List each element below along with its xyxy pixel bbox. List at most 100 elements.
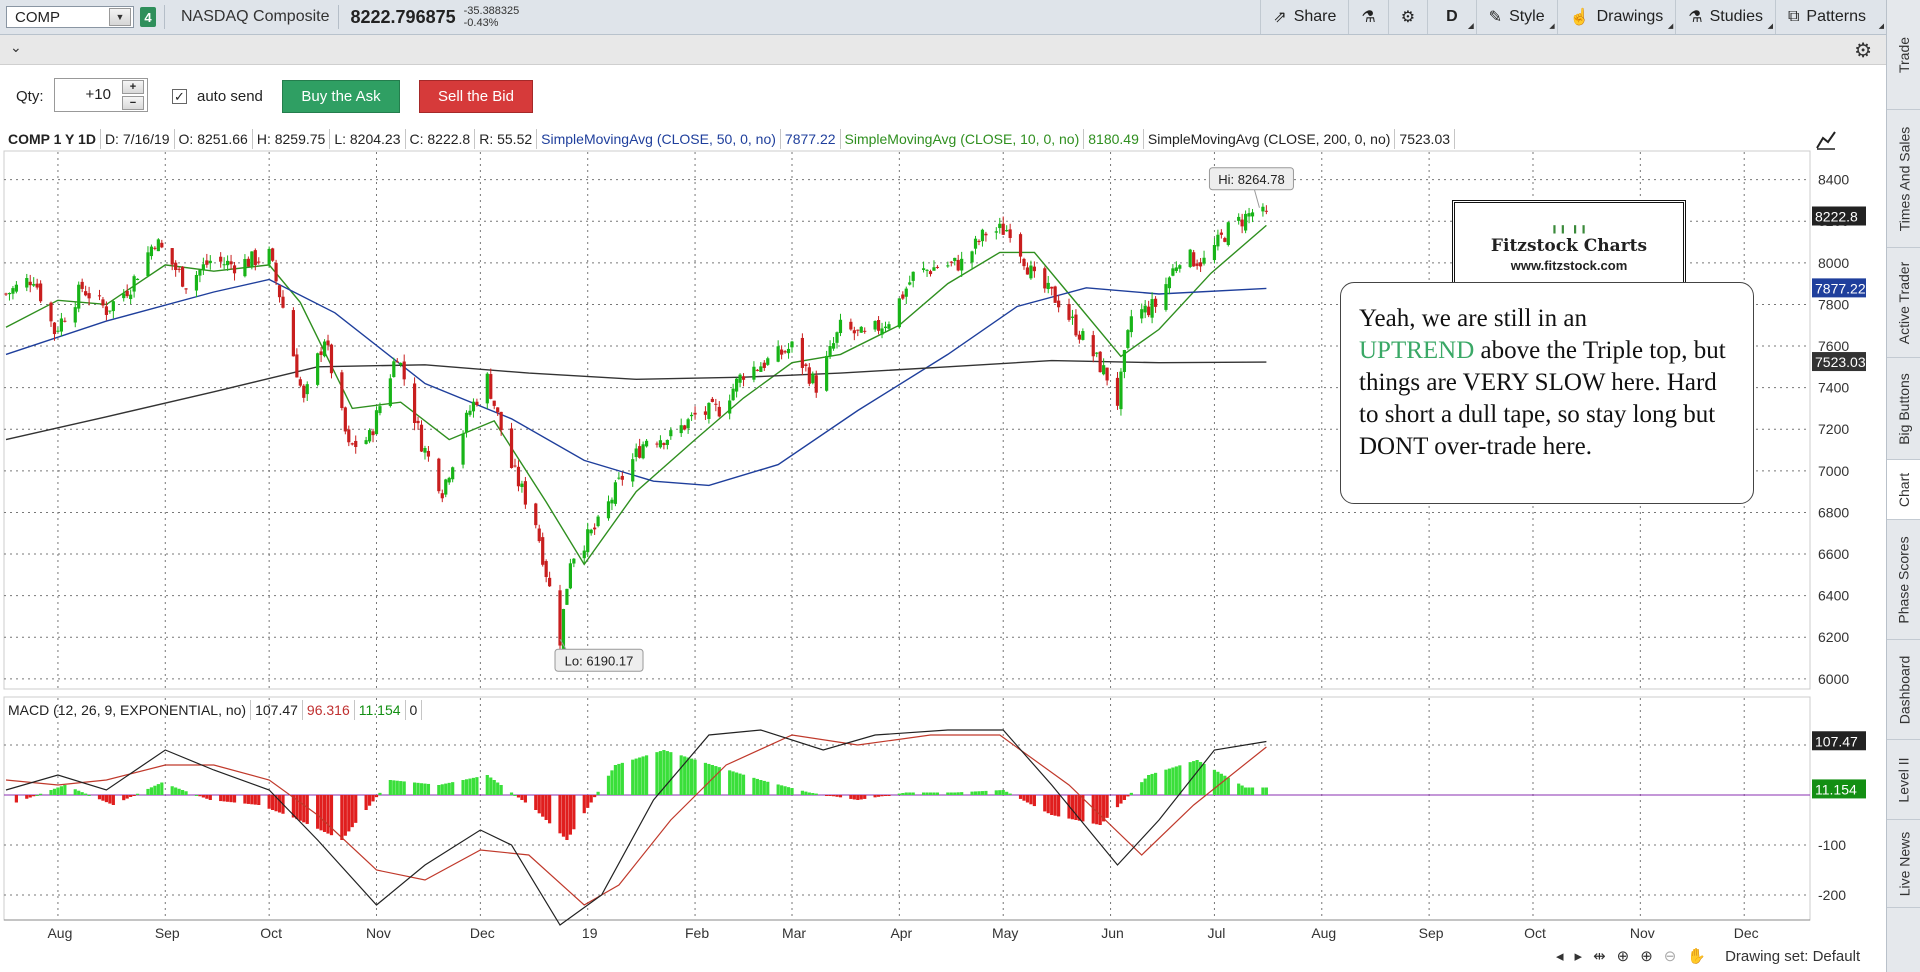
zoom-in-icon[interactable]: ⊕ bbox=[1640, 948, 1653, 965]
candle-body bbox=[277, 285, 282, 298]
candle-body bbox=[135, 278, 140, 281]
candle-body bbox=[201, 264, 205, 271]
macd-histogram-bar bbox=[1005, 791, 1009, 795]
candle-body bbox=[257, 261, 261, 263]
sell-bid-button[interactable]: Sell the Bid bbox=[419, 80, 533, 113]
candle-body bbox=[1188, 249, 1192, 267]
link-group-badge[interactable]: 4 bbox=[140, 7, 156, 27]
candle-body bbox=[863, 330, 867, 332]
studies-button[interactable]: ⚗ Studies ◢ bbox=[1675, 0, 1775, 34]
buy-ask-button[interactable]: Buy the Ask bbox=[282, 80, 400, 113]
sma-line bbox=[5, 359, 1267, 441]
auto-send-toggle[interactable]: ✓ auto send bbox=[172, 88, 263, 105]
candle-body bbox=[828, 346, 832, 356]
tab-level-ii[interactable]: Level II bbox=[1887, 740, 1920, 820]
macd-histogram-bar bbox=[257, 795, 261, 805]
minus-icon[interactable]: − bbox=[122, 96, 144, 110]
price-badge-label: 7523.03 bbox=[1815, 354, 1866, 370]
candle-body bbox=[447, 477, 451, 483]
chevron-down-icon[interactable]: ▼ bbox=[109, 8, 131, 26]
candle-body bbox=[1164, 284, 1168, 310]
candle-body bbox=[1091, 335, 1095, 357]
candle-body bbox=[347, 429, 351, 443]
sma50-label[interactable]: SimpleMovingAvg (CLOSE, 50, 0, no) bbox=[537, 129, 781, 149]
crosshair-icon[interactable]: ⊕ bbox=[1616, 948, 1630, 965]
axis-badges: 8222.8 7877.22 7523.03 107.47 11.154 bbox=[1812, 206, 1866, 799]
macd-histogram-bar bbox=[1174, 766, 1178, 795]
patterns-button[interactable]: ⧉ Patterns ◢ bbox=[1774, 0, 1886, 34]
logo-url: www.fitzstock.com bbox=[1510, 258, 1628, 273]
candle-body bbox=[322, 341, 327, 357]
checkbox-checked-icon[interactable]: ✓ bbox=[172, 89, 187, 104]
macd-histogram-bar bbox=[180, 790, 185, 795]
drawing-set-label[interactable]: Drawing set: Default bbox=[1725, 947, 1861, 965]
macd-histogram-bar bbox=[752, 777, 756, 795]
macd-histogram-bar bbox=[132, 795, 136, 796]
tab-times-and-sales[interactable]: Times And Sales bbox=[1887, 110, 1920, 248]
candle-body bbox=[759, 366, 763, 372]
macd-histogram-bar bbox=[613, 765, 618, 795]
y-tick-label: 7800 bbox=[1818, 296, 1849, 312]
macd-histogram-bar bbox=[956, 792, 960, 795]
tab-big-buttons[interactable]: Big Buttons bbox=[1887, 358, 1920, 460]
candle-body bbox=[755, 369, 759, 371]
y-tick-label: 7400 bbox=[1818, 380, 1849, 396]
macd-badge-label: 107.47 bbox=[1815, 733, 1858, 749]
scroll-left-icon[interactable]: ◂ bbox=[1556, 948, 1564, 965]
candle-body bbox=[620, 475, 624, 480]
qty-stepper[interactable]: + − bbox=[122, 80, 144, 110]
y-tick-label: 8000 bbox=[1818, 255, 1849, 271]
scroll-right-icon[interactable]: ▸ bbox=[1574, 948, 1583, 965]
tab-active-trader[interactable]: Active Trader bbox=[1887, 248, 1920, 358]
macd-histogram-bar bbox=[946, 792, 950, 795]
drawings-button[interactable]: ☝ Drawings ◢ bbox=[1556, 0, 1676, 34]
macd-histogram-bar bbox=[811, 793, 815, 795]
macd-histogram-bar bbox=[1261, 787, 1265, 795]
candle-body bbox=[731, 388, 735, 401]
tab-phase-scores[interactable]: Phase Scores bbox=[1887, 520, 1920, 640]
sma10-label[interactable]: SimpleMovingAvg (CLOSE, 10, 0, no) bbox=[841, 129, 1085, 149]
share-icon: ⇗ bbox=[1273, 9, 1287, 26]
gear-icon[interactable]: ⚙ bbox=[1854, 40, 1872, 62]
zoom-out-icon[interactable]: ⊖ bbox=[1663, 948, 1677, 965]
pan-hand-icon[interactable]: ✋ bbox=[1687, 948, 1707, 965]
tab-trade[interactable]: Trade bbox=[1887, 0, 1920, 110]
macd-histogram-bar bbox=[1192, 761, 1196, 795]
macd-histogram-bar bbox=[1029, 795, 1033, 805]
tab-dashboard[interactable]: Dashboard bbox=[1887, 640, 1920, 740]
candle-body bbox=[776, 346, 780, 362]
candle-body bbox=[305, 384, 309, 395]
candle-body bbox=[1032, 266, 1036, 272]
tab-label: Trade bbox=[1896, 36, 1912, 73]
macd-label[interactable]: MACD (12, 26, 9, EXPONENTIAL, no) bbox=[4, 700, 252, 720]
plus-icon[interactable]: + bbox=[122, 80, 144, 94]
candle-body bbox=[302, 385, 306, 398]
candle-body bbox=[371, 431, 375, 436]
settings-button[interactable]: ⚙ bbox=[1387, 0, 1427, 34]
drawing-tool-icon[interactable] bbox=[1815, 130, 1837, 150]
candle-body bbox=[350, 443, 354, 445]
macd-histogram-bar bbox=[28, 795, 32, 798]
chart-annotation[interactable]: Yeah, we are still in an UPTREND above t… bbox=[1340, 282, 1754, 504]
macd-histogram-bar bbox=[354, 795, 358, 823]
candle-body bbox=[174, 262, 178, 270]
macd-histogram-bar bbox=[229, 795, 233, 803]
macd-zero: 0 bbox=[406, 700, 423, 720]
tab-live-news[interactable]: Live News bbox=[1887, 820, 1920, 908]
flask-button[interactable]: ⚗ bbox=[1348, 0, 1387, 34]
share-button[interactable]: ⇗ Share bbox=[1260, 0, 1348, 34]
macd-histogram-bar bbox=[447, 782, 451, 795]
macd-histogram-bar bbox=[399, 781, 403, 795]
candle-body bbox=[586, 529, 590, 553]
expand-icon[interactable]: ⇹ bbox=[1593, 948, 1606, 965]
tab-chart[interactable]: Chart bbox=[1887, 460, 1920, 520]
candle-body bbox=[146, 252, 150, 277]
symbol-selector[interactable]: COMP ▼ bbox=[6, 6, 134, 28]
candle-body bbox=[340, 372, 344, 408]
macd-histogram-bar bbox=[1140, 782, 1144, 795]
sma200-label[interactable]: SimpleMovingAvg (CLOSE, 200, 0, no) bbox=[1144, 129, 1396, 149]
period-button[interactable]: D ◢ bbox=[1427, 0, 1476, 34]
style-button[interactable]: ✎ Style ◢ bbox=[1475, 0, 1557, 34]
collapse-chevron-icon[interactable]: ⌄ bbox=[10, 39, 22, 55]
macd-histogram-bar bbox=[316, 795, 320, 829]
